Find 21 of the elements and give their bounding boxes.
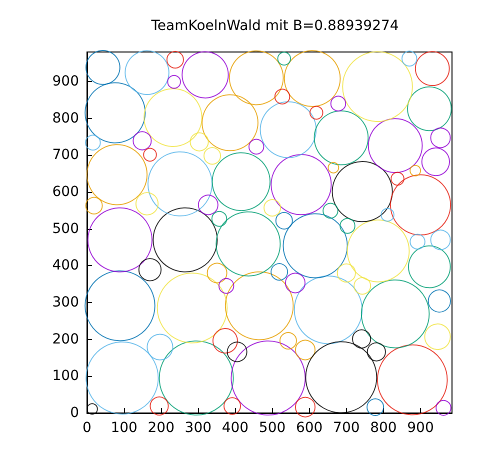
y-tick-label: 0 [70,405,79,421]
x-tick-label: 0 [82,420,92,436]
x-tick-label: 700 [333,420,360,436]
y-tick-label: 400 [52,258,79,274]
y-tick-label: 200 [52,331,79,348]
x-tick-label: 200 [148,420,174,436]
x-tick-label: 400 [222,420,249,436]
chart-title: TeamKoelnWald mit B=0.88939274 [150,18,399,34]
x-tick-label: 900 [407,420,434,436]
x-tick-label: 600 [296,420,323,436]
x-tick-label: 100 [110,420,138,436]
y-tick-label: 900 [52,73,79,90]
y-tick-label: 500 [52,220,79,237]
x-tick-label: 800 [370,420,397,436]
x-tick-label: 500 [258,420,286,436]
y-tick-label: 800 [52,110,79,126]
y-tick-label: 700 [52,147,79,164]
y-tick-label: 100 [52,368,79,384]
y-tick-label: 600 [52,184,79,200]
x-tick-label: 300 [184,420,212,436]
y-tick-label: 300 [52,294,79,310]
